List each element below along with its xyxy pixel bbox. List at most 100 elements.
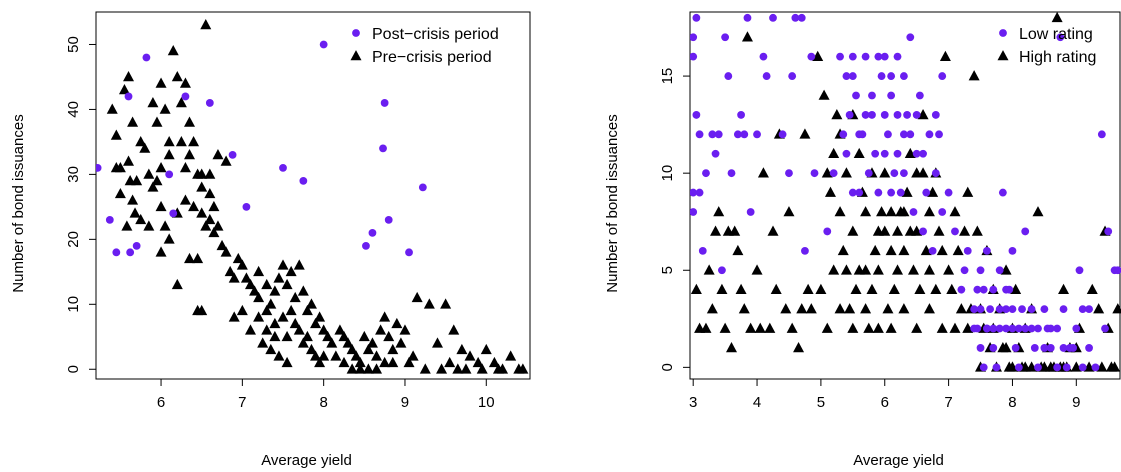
circle-point: [692, 111, 701, 119]
circle-point: [721, 33, 730, 42]
triangle-point: [840, 167, 852, 178]
triangle-point: [732, 244, 744, 256]
y-tick-label: 10: [659, 165, 676, 182]
triangle-point: [923, 303, 935, 314]
circle-point: [979, 285, 988, 294]
triangle-point: [293, 259, 305, 270]
triangle-point: [143, 220, 155, 231]
circle-point: [998, 188, 1007, 197]
triangle-point: [936, 322, 948, 333]
triangle-point: [301, 330, 313, 342]
triangle-point: [277, 311, 289, 322]
triangle-point: [208, 226, 220, 238]
triangle-point: [914, 283, 926, 294]
x-tick-label: 10: [478, 394, 495, 411]
triangle-point: [310, 317, 322, 329]
triangle-point: [358, 330, 370, 342]
triangle-point: [517, 363, 529, 374]
circle-point: [1066, 344, 1074, 352]
triangle-point: [249, 285, 261, 296]
triangle-point: [155, 161, 167, 173]
triangle-point: [793, 341, 805, 353]
circle-point: [690, 52, 698, 61]
circle-point: [698, 246, 707, 255]
triangle-point: [261, 304, 273, 316]
triangle-point: [326, 337, 338, 348]
circle-point: [1059, 305, 1068, 313]
triangle-point: [273, 350, 285, 361]
data-points: [96, 19, 529, 374]
series-1: [106, 19, 529, 374]
triangle-point: [399, 324, 411, 335]
circle-point: [1002, 285, 1010, 294]
circle-point: [1062, 363, 1071, 372]
circle-point: [746, 208, 755, 216]
circle-point: [922, 188, 931, 197]
circle-point: [724, 72, 733, 80]
circle-point: [893, 149, 902, 158]
circle-point: [912, 111, 921, 119]
triangle-point: [184, 116, 196, 127]
circle-point: [874, 188, 883, 197]
circle-point: [919, 227, 927, 236]
circle-point: [727, 169, 736, 178]
circle-point: [778, 130, 787, 139]
legend-triangle-icon: [350, 50, 362, 61]
triangle-point: [436, 363, 448, 374]
triangle-point: [898, 244, 910, 256]
circle-point: [880, 149, 889, 158]
circle-point: [165, 170, 174, 179]
triangle-point: [155, 77, 167, 88]
circle-point: [887, 91, 896, 100]
triangle-point: [780, 303, 792, 314]
circle-point: [989, 324, 998, 333]
triangle-point: [305, 298, 317, 309]
triangle-point: [802, 283, 814, 294]
triangle-point: [179, 194, 191, 205]
right-scatter-panel: 3 4 5 6 7 8 9 0 5 10 15 Average yield Number of bond…: [604, 11, 1121, 469]
circle-point: [935, 130, 943, 139]
triangle-point: [719, 322, 731, 333]
circle-point: [1091, 363, 1100, 372]
triangle-point: [403, 356, 415, 368]
circle-point: [740, 130, 749, 139]
legend: Post−crisis period Pre−crisis period: [350, 26, 499, 66]
triangle-point: [754, 322, 766, 333]
circle-point: [1053, 363, 1062, 372]
y-axis-title: Number of bond issuances: [604, 114, 621, 292]
triangle-point: [837, 244, 849, 256]
triangle-point: [163, 148, 175, 160]
triangle-point: [847, 225, 859, 236]
triangle-point: [179, 161, 191, 173]
circle-point: [1014, 363, 1023, 372]
circle-point: [279, 163, 287, 172]
triangle-point: [892, 225, 904, 236]
y-tick-label: 0: [659, 363, 676, 371]
triangle-point: [200, 19, 212, 30]
circle-point: [1008, 305, 1017, 313]
triangle-point: [379, 356, 391, 368]
circle-point: [695, 130, 704, 139]
triangle-point: [824, 186, 836, 197]
triangle-point: [920, 244, 932, 256]
triangle-point: [1070, 361, 1082, 372]
triangle-point: [322, 330, 334, 342]
triangle-point: [786, 322, 798, 333]
triangle-point: [346, 343, 358, 355]
triangle-point: [281, 330, 293, 342]
circle-point: [989, 344, 998, 352]
circle-point: [938, 208, 947, 216]
series-0: [96, 40, 427, 257]
circle-point: [970, 305, 979, 313]
triangle-point: [110, 161, 122, 173]
triangle-point: [310, 350, 322, 361]
legend: Low rating High rating: [997, 26, 1096, 66]
circle-point: [1002, 324, 1010, 333]
triangle-point: [297, 285, 309, 296]
triangle-point: [204, 168, 216, 179]
circle-point: [845, 111, 854, 119]
triangle-point: [885, 206, 897, 217]
circle-point: [868, 91, 876, 100]
triangle-point: [796, 303, 808, 314]
triangle-point: [220, 246, 232, 257]
